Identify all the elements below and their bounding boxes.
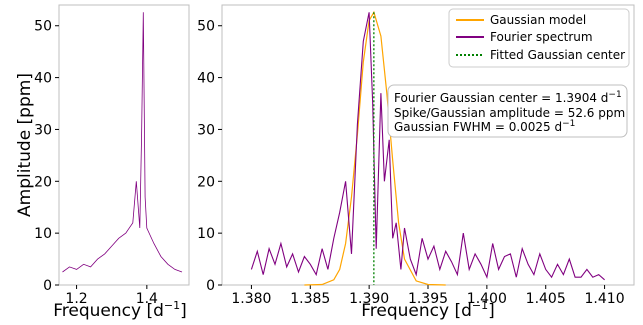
right-y-tick-label: 10: [197, 226, 215, 242]
left-y-tick-label: 40: [34, 71, 52, 87]
gaussian-model-line: [304, 10, 446, 286]
left-x-axis-label: Frequency [d−1]: [53, 299, 187, 321]
left-y-tick-label: 0: [43, 278, 52, 294]
left-panel: 0 10 20 30 40 50 1.2 1.4 Amplitude [ppm] Frequ…: [15, 4, 190, 321]
annotation-center: Fourier Gaussian center = 1.3904 d−1: [394, 90, 622, 105]
right-x-tick-label: 1.405: [526, 291, 566, 307]
left-x-ticks: 1.2 1.4: [65, 285, 158, 307]
right-x-tick-label: 1.390: [349, 291, 389, 307]
right-x-axis-label: Frequency [d−1]: [361, 299, 495, 321]
legend-label-center: Fitted Gaussian center: [490, 48, 625, 62]
fourier-spectrum-line: [250, 12, 605, 281]
right-panel: 0 10 20 30 40 50 1.380 1.385 1.390 1.395 1.400 1.4…: [197, 4, 635, 321]
left-y-tick-label: 30: [34, 122, 52, 138]
right-y-tick-label: 30: [197, 122, 215, 138]
left-x-tick-label: 1.2: [65, 291, 87, 307]
right-x-ticks: 1.380 1.385 1.390 1.395 1.400 1.405 1.410: [231, 285, 625, 307]
legend-label-fourier: Fourier spectrum: [490, 30, 593, 44]
left-plot-frame: [58, 4, 190, 286]
right-x-tick-label: 1.410: [585, 291, 625, 307]
annotation-box: [387, 84, 628, 138]
fit-annotation: Fourier Gaussian center = 1.3904 d−1 Spi…: [387, 84, 628, 138]
left-y-tick-label: 50: [34, 19, 52, 35]
right-x-tick-label: 1.400: [467, 291, 507, 307]
left-spectrum-line: [62, 12, 183, 273]
right-y-ticks: 0 10 20 30 40 50: [197, 19, 222, 294]
right-x-tick-label: 1.395: [408, 291, 448, 307]
right-y-tick-label: 20: [197, 174, 215, 190]
legend-label-gaussian: Gaussian model: [490, 13, 586, 27]
left-y-axis-label: Amplitude [ppm]: [15, 73, 35, 217]
annotation-amplitude: Spike/Gaussian amplitude = 52.6 ppm: [394, 106, 625, 120]
annotation-fwhm: Gaussian FWHM = 0.0025 d−1: [394, 119, 575, 134]
legend-box: [448, 8, 630, 68]
right-y-tick-label: 50: [197, 19, 215, 35]
left-y-ticks: 0 10 20 30 40 50: [34, 19, 59, 294]
right-y-tick-label: 0: [206, 278, 215, 294]
left-y-tick-label: 20: [34, 174, 52, 190]
left-y-tick-label: 10: [34, 226, 52, 242]
right-y-tick-label: 40: [197, 71, 215, 87]
right-x-tick-label: 1.380: [231, 291, 271, 307]
legend: Gaussian model Fourier spectrum Fitted G…: [448, 8, 630, 68]
left-x-tick-label: 1.4: [136, 291, 158, 307]
right-x-tick-label: 1.385: [290, 291, 330, 307]
